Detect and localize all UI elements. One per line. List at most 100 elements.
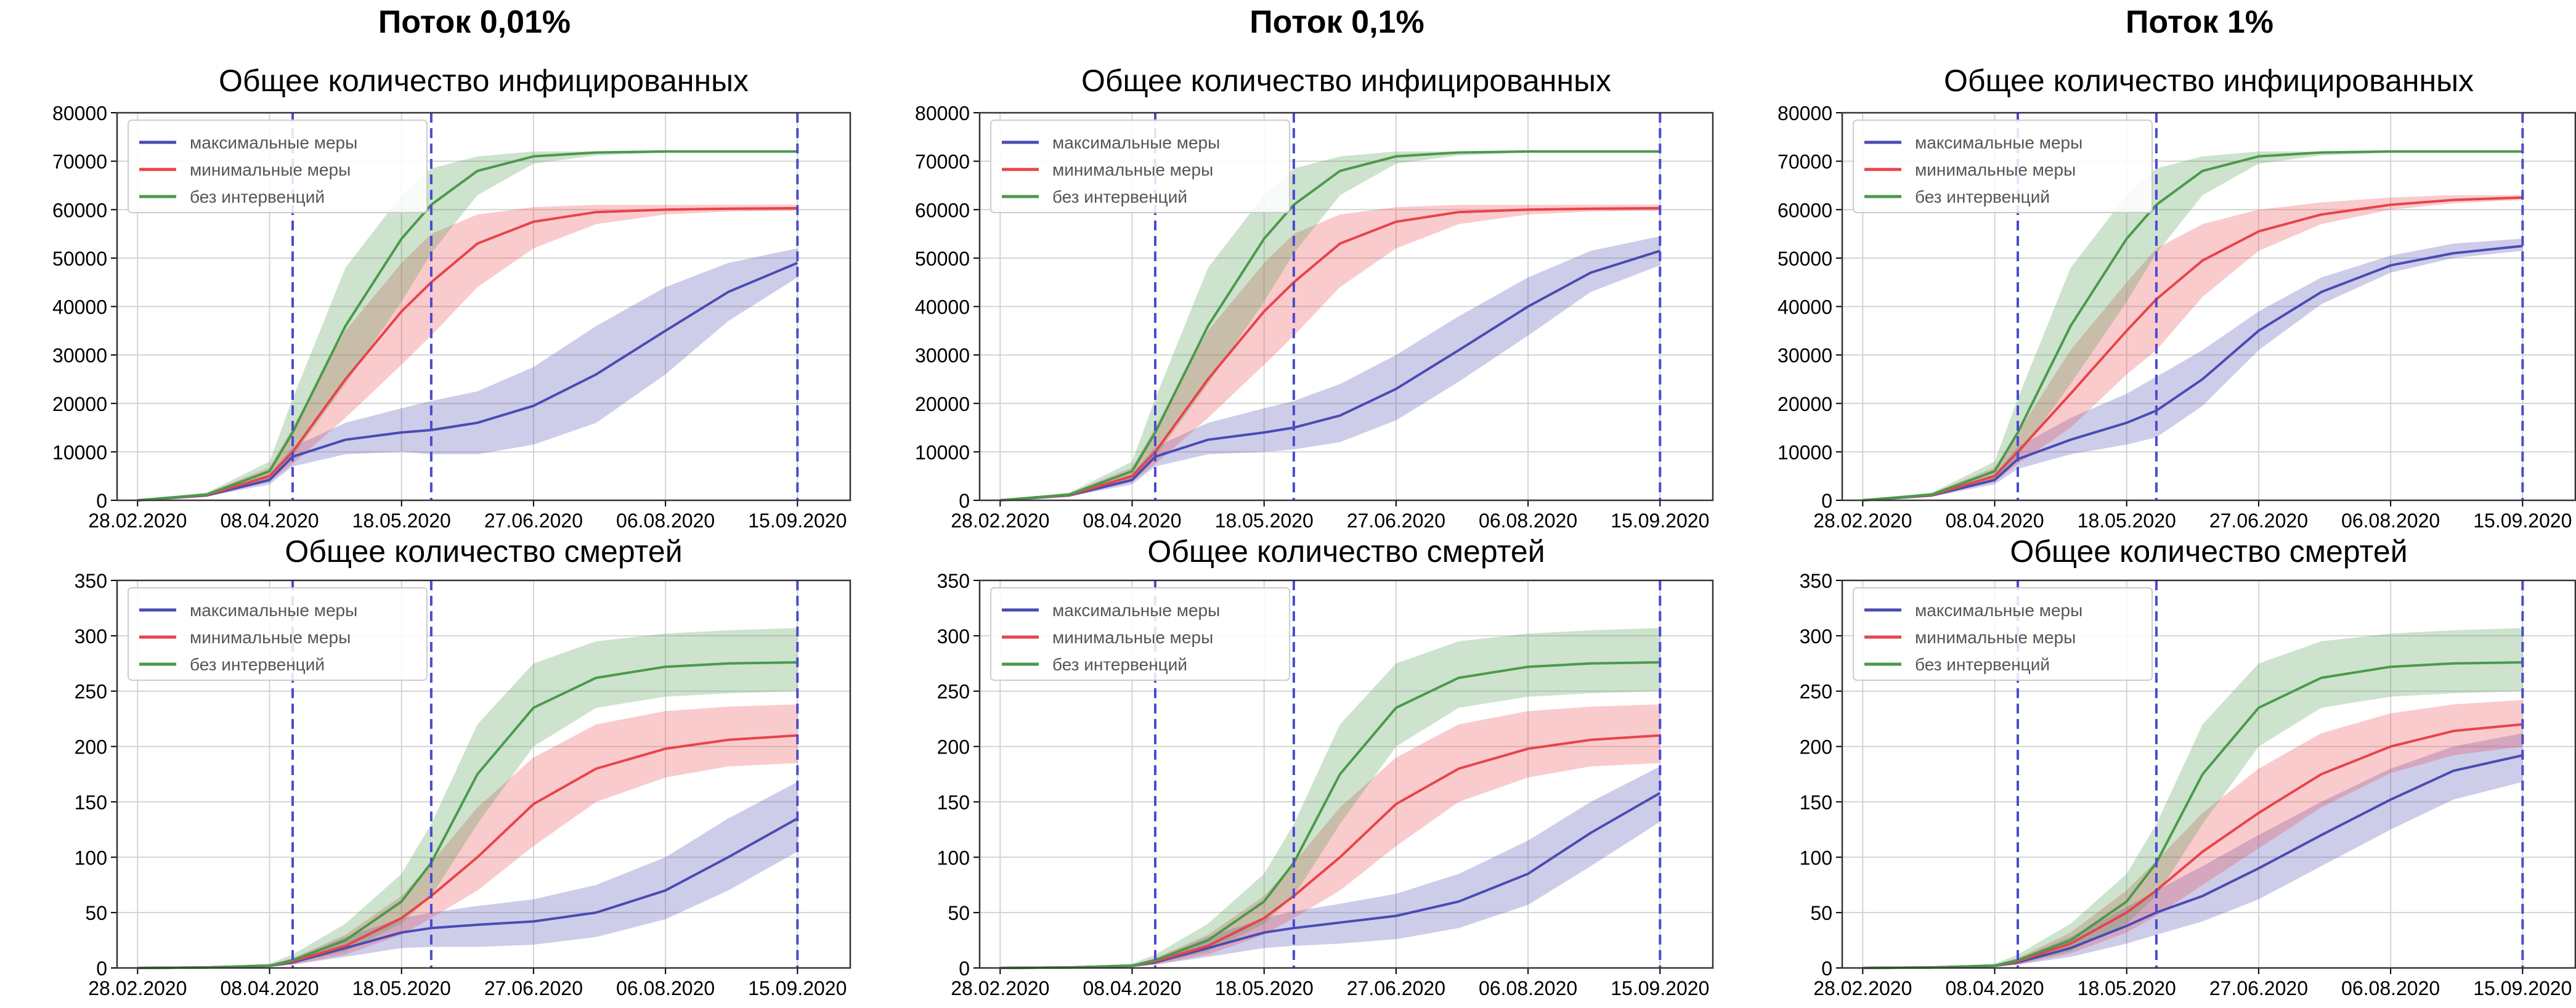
- legend-label-min: минимальные меры: [1915, 628, 2076, 647]
- y-tick-label: 50: [1810, 902, 1832, 924]
- y-tick-label: 10000: [52, 441, 107, 463]
- x-tick-label: 06.08.2020: [2341, 510, 2440, 532]
- x-tick-label: 06.08.2020: [616, 510, 715, 532]
- band-min: [1863, 195, 2523, 500]
- y-tick-label: 100: [75, 847, 107, 869]
- band-max: [1000, 236, 1660, 500]
- legend-box: [1853, 120, 2153, 213]
- legend-label-min: минимальные меры: [190, 160, 351, 179]
- y-tick-label: 30000: [915, 344, 970, 367]
- y-tick-label: 350: [1800, 570, 1832, 592]
- y-tick-label: 350: [75, 570, 107, 592]
- x-tick-label: 27.06.2020: [1347, 977, 1445, 999]
- x-tick-label: 08.04.2020: [1945, 977, 2044, 999]
- band-max: [1000, 766, 1660, 968]
- y-tick-label: 150: [75, 791, 107, 813]
- legend-label-max: максимальные меры: [1915, 133, 2082, 152]
- band-min: [1000, 205, 1660, 500]
- y-tick-label: 60000: [1778, 199, 1832, 221]
- x-tick-label: 15.09.2020: [748, 977, 847, 999]
- band-max: [137, 782, 798, 968]
- x-tick-label: 18.05.2020: [1215, 977, 1314, 999]
- y-tick-label: 40000: [1778, 296, 1832, 319]
- legend-label-max: максимальные меры: [190, 133, 357, 152]
- x-tick-label: 18.05.2020: [2078, 977, 2176, 999]
- line-none: [1000, 150, 1660, 502]
- legend-label-max: максимальные меры: [190, 601, 357, 620]
- x-tick-label: 18.05.2020: [352, 977, 451, 999]
- y-tick-label: 50000: [52, 248, 107, 270]
- y-tick-label: 20000: [52, 393, 107, 415]
- y-tick-label: 250: [937, 681, 970, 703]
- legend-box: [990, 120, 1290, 213]
- y-tick-label: 350: [937, 570, 970, 592]
- y-tick-label: 100: [1800, 847, 1832, 869]
- y-tick-label: 30000: [1778, 344, 1832, 367]
- band-none: [1000, 628, 1660, 968]
- x-tick-label: 28.02.2020: [1813, 510, 1912, 532]
- x-tick-label: 06.08.2020: [616, 977, 715, 999]
- x-tick-label: 06.08.2020: [2341, 977, 2440, 999]
- y-tick-label: 150: [937, 791, 970, 813]
- x-tick-label: 15.09.2020: [2473, 977, 2572, 999]
- x-tick-label: 28.02.2020: [1813, 977, 1912, 999]
- x-tick-label: 27.06.2020: [1347, 510, 1445, 532]
- band-none: [137, 628, 798, 968]
- x-tick-label: 27.06.2020: [484, 977, 583, 999]
- band-min: [137, 704, 798, 968]
- x-tick-label: 15.09.2020: [748, 510, 847, 532]
- x-tick-label: 15.09.2020: [1611, 510, 1709, 532]
- line-min: [1000, 206, 1660, 502]
- column-title-2: Поток 0,1%: [1249, 4, 1424, 40]
- band-max: [1863, 733, 2523, 968]
- panel-title: Общее количество смертей: [1147, 534, 1545, 569]
- y-tick-label: 300: [1800, 625, 1832, 648]
- y-tick-label: 50000: [915, 248, 970, 270]
- line-none: [137, 150, 798, 502]
- y-tick-label: 70000: [1778, 151, 1832, 173]
- x-tick-label: 18.05.2020: [2078, 510, 2176, 532]
- x-tick-label: 28.02.2020: [951, 977, 1049, 999]
- y-tick-label: 40000: [915, 296, 970, 319]
- x-tick-label: 15.09.2020: [1611, 977, 1709, 999]
- y-tick-label: 0: [96, 490, 107, 512]
- y-tick-label: 70000: [915, 151, 970, 173]
- panel-title: Общее количество инфицированных: [1081, 63, 1611, 98]
- y-tick-label: 250: [75, 681, 107, 703]
- axes-frame: [116, 579, 851, 969]
- x-tick-label: 28.02.2020: [88, 977, 187, 999]
- y-tick-label: 200: [75, 736, 107, 758]
- legend-box: [990, 587, 1290, 681]
- legend-label-max: максимальные меры: [1052, 601, 1220, 620]
- x-tick-label: 06.08.2020: [1479, 977, 1577, 999]
- x-tick-label: 06.08.2020: [1479, 510, 1577, 532]
- y-tick-label: 150: [1800, 791, 1832, 813]
- band-min: [1000, 704, 1660, 968]
- y-tick-label: 70000: [52, 151, 107, 173]
- y-tick-label: 0: [959, 957, 970, 980]
- y-tick-label: 0: [959, 490, 970, 512]
- band-max: [1863, 238, 2523, 500]
- y-tick-label: 0: [96, 957, 107, 980]
- column-title-3: Поток 1%: [2125, 4, 2274, 40]
- legend-box: [128, 587, 428, 681]
- legend-box: [128, 120, 428, 213]
- y-tick-label: 60000: [52, 199, 107, 221]
- y-tick-label: 200: [937, 736, 970, 758]
- panel-title: Общее количество инфицированных: [219, 63, 749, 98]
- legend-label-max: максимальные меры: [1052, 133, 1220, 152]
- band-min: [1863, 700, 2523, 968]
- x-tick-label: 27.06.2020: [484, 510, 583, 532]
- legend-label-min: минимальные меры: [1052, 160, 1213, 179]
- legend-label-min: минимальные меры: [190, 628, 351, 647]
- line-min: [137, 206, 798, 502]
- panel-title: Общее количество смертей: [2010, 534, 2407, 569]
- x-tick-label: 08.04.2020: [1083, 977, 1181, 999]
- legend-label-none: без интервенций: [1052, 655, 1187, 674]
- axes-frame: [1841, 112, 2576, 502]
- y-tick-label: 20000: [915, 393, 970, 415]
- panel-deaths-1: Общее количество смертей 0 50 100 150 200 250 3…: [75, 534, 851, 999]
- x-tick-label: 08.04.2020: [220, 510, 319, 532]
- legend-box: [1853, 587, 2153, 681]
- panel-deaths-3: Общее количество смертей 0 50 100 150 200 250 3…: [1800, 534, 2576, 999]
